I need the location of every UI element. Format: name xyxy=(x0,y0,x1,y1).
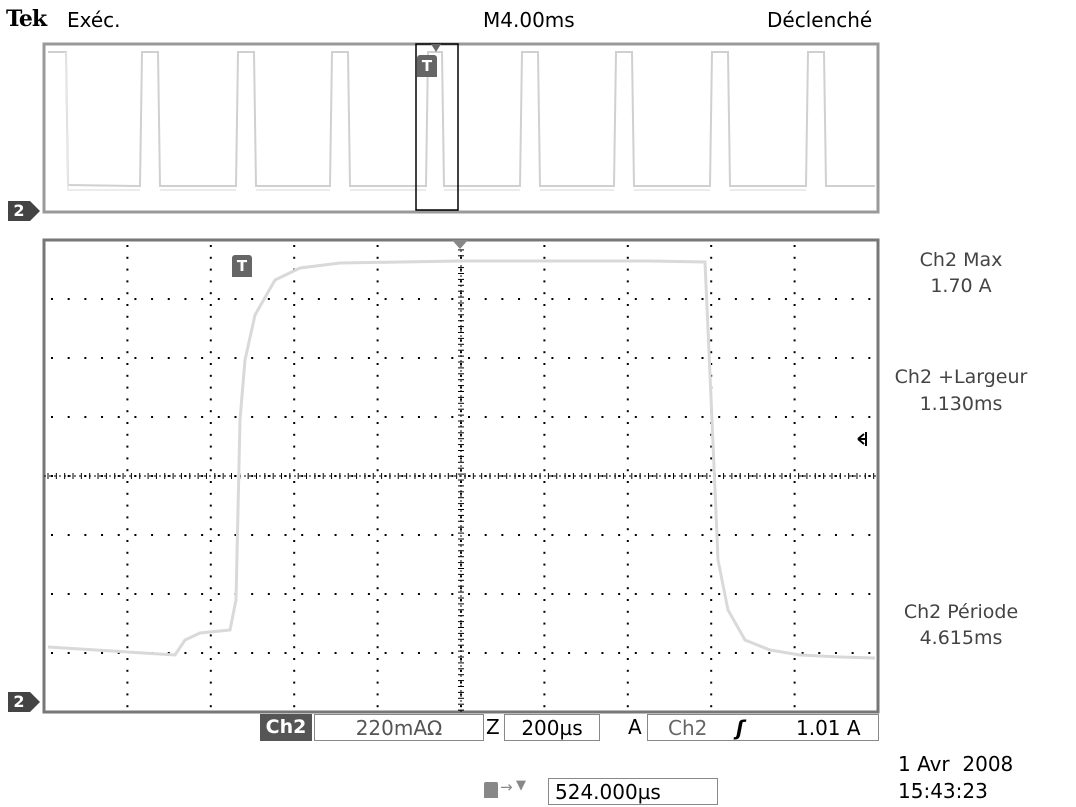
trigger-pointer-icon: ▼ xyxy=(516,778,526,793)
trigger-position-icon xyxy=(484,782,498,798)
trigger-source: Ch2 xyxy=(668,716,708,740)
rising-edge-icon: ʃ xyxy=(736,716,745,740)
channel-tag[interactable]: Ch2 xyxy=(260,714,312,741)
overview-trace-ghost xyxy=(65,51,806,191)
overview-trace xyxy=(48,51,875,188)
measurement-width-value: 1.130ms xyxy=(919,393,1003,415)
trigger-position-value: 524.000µs xyxy=(548,778,718,805)
main-channel-marker[interactable]: 2 xyxy=(8,692,40,712)
trigger-level-arrow xyxy=(857,432,867,446)
measurement-period-label: Ch2 Période xyxy=(903,601,1019,623)
measurement-max-label: Ch2 Max xyxy=(919,249,1003,271)
date-readout: 1 Avr 2008 xyxy=(898,752,1014,776)
run-state: Exéc. xyxy=(67,8,121,32)
trigger-status: Déclenché xyxy=(767,8,873,32)
main-trigger-pointer xyxy=(452,240,468,249)
graticule-grid xyxy=(44,240,878,712)
overview-frame xyxy=(42,42,880,214)
trigger-mode: A xyxy=(628,715,642,739)
measurement-width-label: Ch2 +Largeur xyxy=(894,366,1028,388)
main-trace xyxy=(47,259,876,660)
arrow-right-icon: → xyxy=(500,778,513,796)
vertical-scale: 220mAΩ xyxy=(314,714,484,741)
overview-trigger-marker: T xyxy=(417,55,437,77)
trigger-level: 1.01 A xyxy=(796,716,861,740)
zoom-label: Z xyxy=(486,715,500,739)
zoom-timebase: 200µs xyxy=(504,714,600,741)
trigger-readout: Ch2 ʃ 1.01 A xyxy=(647,714,879,741)
brand-logo: Tek xyxy=(6,6,47,32)
timebase-readout: M4.00ms xyxy=(483,8,575,32)
measurement-period-value: 4.615ms xyxy=(919,627,1003,649)
overview-trigger-pointer xyxy=(431,44,441,52)
measurement-max-value: 1.70 A xyxy=(930,275,992,297)
time-readout: 15:43:23 xyxy=(898,779,988,803)
overview-channel-marker[interactable]: 2 xyxy=(8,201,40,221)
main-trigger-marker: T xyxy=(232,255,252,277)
